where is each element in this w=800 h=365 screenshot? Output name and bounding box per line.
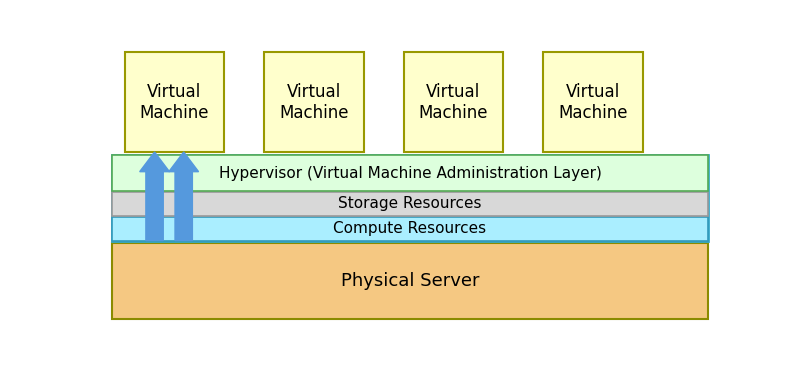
- Text: Virtual
Machine: Virtual Machine: [558, 83, 628, 122]
- Text: Virtual
Machine: Virtual Machine: [418, 83, 488, 122]
- Text: Virtual
Machine: Virtual Machine: [279, 83, 349, 122]
- Text: Physical Server: Physical Server: [341, 272, 479, 290]
- FancyBboxPatch shape: [112, 243, 708, 319]
- FancyBboxPatch shape: [543, 52, 642, 152]
- Text: Storage Resources: Storage Resources: [338, 196, 482, 211]
- FancyBboxPatch shape: [112, 155, 708, 191]
- FancyBboxPatch shape: [125, 52, 224, 152]
- Text: Virtual
Machine: Virtual Machine: [140, 83, 209, 122]
- FancyBboxPatch shape: [404, 52, 503, 152]
- FancyBboxPatch shape: [112, 192, 708, 216]
- Text: Compute Resources: Compute Resources: [334, 221, 486, 236]
- Text: Hypervisor (Virtual Machine Administration Layer): Hypervisor (Virtual Machine Administrati…: [218, 166, 602, 181]
- Polygon shape: [169, 152, 198, 241]
- Polygon shape: [140, 152, 170, 241]
- FancyBboxPatch shape: [112, 217, 708, 241]
- FancyBboxPatch shape: [264, 52, 363, 152]
